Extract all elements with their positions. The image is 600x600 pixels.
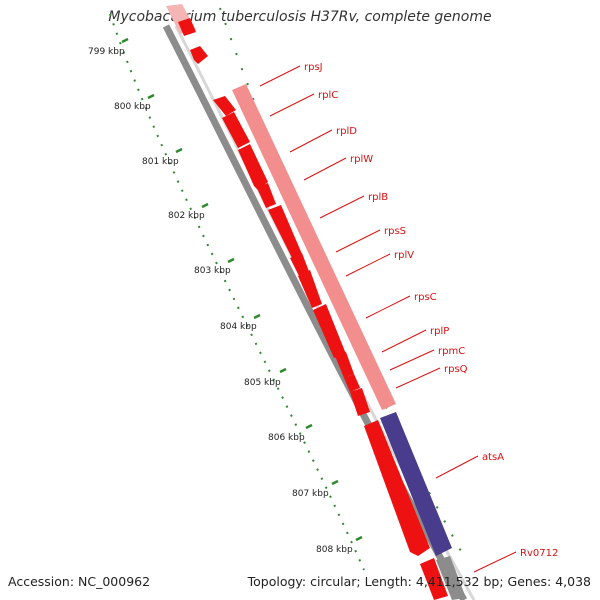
connector-rpsJ — [259, 65, 301, 87]
gene-label-connectors — [259, 65, 517, 573]
connector-rplW — [303, 157, 347, 181]
connector-Rv0712 — [473, 551, 517, 573]
gene-label-Rv0712: Rv0712 — [520, 548, 558, 559]
gene-arrow — [222, 112, 250, 148]
connector-rplP — [381, 329, 427, 353]
gene-label-rplP: rplP — [430, 326, 449, 337]
scale-tick — [227, 257, 235, 264]
gene-label-rplD: rplD — [336, 126, 357, 137]
scale-ring-outer — [219, 7, 467, 561]
scale-ticks — [121, 37, 363, 542]
scale-label: 801 kbp — [142, 157, 179, 167]
map-title: Mycobacterium tuberculosis H37Rv, comple… — [108, 9, 492, 25]
gene-arrow — [257, 183, 276, 208]
gene-arrow — [420, 558, 448, 600]
scale-tick — [331, 479, 339, 486]
feature-band-upper — [232, 84, 396, 410]
scale-tick — [279, 367, 287, 374]
gene-arrow — [344, 374, 360, 392]
gene-arrow — [290, 253, 310, 278]
gene-arrow — [313, 304, 346, 358]
scale-label: 805 kbp — [244, 378, 281, 388]
connector-rpmC — [389, 349, 435, 371]
gene-label-rpsJ: rpsJ — [304, 62, 323, 73]
gene-arrow — [238, 144, 268, 190]
gene-arrows — [178, 18, 448, 600]
topology-text: Topology: circular; Length: 4,411,532 bp… — [247, 574, 591, 589]
gene-arrow — [178, 18, 196, 36]
scale-label: 807 kbp — [292, 489, 329, 499]
gene-arrow-atsA — [364, 420, 430, 556]
gene-arrow — [190, 46, 208, 64]
reverse-feature-grey — [436, 556, 466, 600]
gene-label-rplC: rplC — [318, 90, 338, 101]
gene-label-rplB: rplB — [368, 192, 388, 203]
connector-rpsS — [335, 229, 381, 253]
connector-rplB — [319, 195, 365, 219]
accession-text: Accession: NC_000962 — [8, 574, 151, 589]
gene-arrow — [213, 96, 236, 116]
scale-tick — [253, 313, 261, 320]
connector-rplC — [269, 93, 315, 117]
connector-rpsQ — [395, 367, 441, 389]
gene-label-rpsC: rpsC — [414, 292, 437, 303]
connector-rpsC — [365, 295, 411, 319]
scale-label: 804 kbp — [220, 322, 257, 332]
scale-label: 803 kbp — [194, 266, 231, 276]
gene-label-rpsS: rpsS — [384, 226, 406, 237]
scale-tick — [305, 423, 313, 430]
reverse-feature — [380, 412, 452, 556]
scale-label: 808 kbp — [316, 545, 353, 555]
scale-tick — [175, 147, 183, 154]
gene-label-rpsQ: rpsQ — [444, 364, 468, 375]
scale-label: 799 kbp — [88, 47, 125, 57]
scale-label: 802 kbp — [168, 211, 205, 221]
scale-labels: 799 kbp 800 kbp 801 kbp 802 kbp 803 kbp … — [88, 47, 353, 555]
connector-rplD — [289, 129, 333, 153]
gene-label-atsA: atsA — [482, 452, 504, 463]
gene-label-rplW: rplW — [350, 154, 373, 165]
gene-labels: rpsJ rplC rplD rplW rplB rpsS rplV rpsC … — [304, 62, 558, 559]
connector-rplV — [345, 253, 391, 277]
gene-arrow — [335, 352, 354, 378]
gene-label-rplV: rplV — [394, 250, 414, 261]
gene-label-rpmC: rpmC — [438, 346, 465, 357]
connector-atsA — [435, 455, 479, 479]
scale-tick — [147, 93, 155, 100]
scale-tick — [121, 37, 129, 44]
gene-arrow — [268, 205, 302, 258]
scale-label: 800 kbp — [114, 102, 151, 112]
scale-tick — [355, 535, 363, 542]
gene-arrow — [298, 270, 322, 308]
scale-tick — [201, 202, 209, 209]
scale-label: 806 kbp — [268, 433, 305, 443]
gene-arrow — [350, 388, 370, 416]
